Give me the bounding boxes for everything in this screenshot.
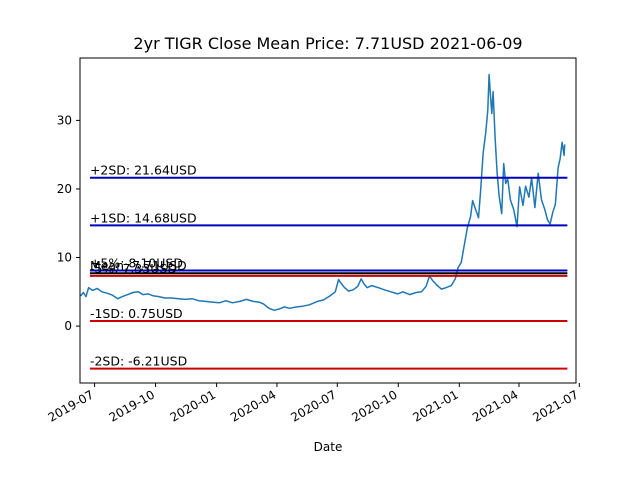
x-axis-label: Date <box>314 440 343 454</box>
x-tick-label-5: 2020-10 <box>349 387 399 424</box>
series-line-0 <box>80 73 566 312</box>
y-tick-label-0: 0 <box>64 319 72 333</box>
reference-label-2: +5%: 8.10USD <box>90 256 183 271</box>
x-tick-label-0: 2019-07 <box>46 387 96 424</box>
x-tick-label-4: 2020-07 <box>288 387 338 424</box>
reference-label-5: -1SD: 0.75USD <box>90 306 183 321</box>
y-tick-label-1: 10 <box>57 251 72 265</box>
x-tick-label-6: 2021-01 <box>410 387 460 424</box>
reference-label-1: +1SD: 14.68USD <box>90 210 197 225</box>
plot-frame <box>79 57 577 384</box>
x-tick-label-3: 2020-04 <box>228 387 278 424</box>
y-tick-label-3: 30 <box>57 113 72 127</box>
chart-title: 2yr TIGR Close Mean Price: 7.71USD 2021-… <box>133 34 522 53</box>
x-tick-label-8: 2021-07 <box>530 387 580 424</box>
x-tick-label-1: 2019-10 <box>107 387 157 424</box>
reference-label-0: +2SD: 21.64USD <box>90 163 197 178</box>
reference-label-6: -2SD: -6.21USD <box>90 354 187 369</box>
y-tick-label-2: 20 <box>57 182 72 196</box>
x-tick-label-2: 2020-01 <box>168 387 218 424</box>
x-axis: 2019-07 2019-10 2020-01 2020-04 2020-07 2020-… <box>46 383 581 425</box>
reference-label-3: Mean: 7.71USD <box>90 258 187 273</box>
plot-content: +2SD: 21.64USD +1SD: 14.68USD +5%: 8.10USD… <box>80 73 568 370</box>
reference-label-4: -5%: 7.33USD <box>90 261 177 276</box>
x-tick-label-7: 2021-04 <box>470 387 520 424</box>
y-axis: 0 10 20 30 <box>57 113 80 333</box>
